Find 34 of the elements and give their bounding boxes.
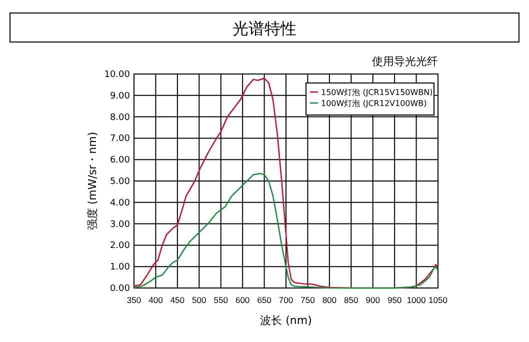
x-tick-label: 350 [126, 295, 142, 305]
y-tick-label: 7.00 [110, 134, 130, 144]
legend-label: 100W灯泡 (JCR12V100WB) [321, 99, 427, 108]
y-tick-label: 10.00 [104, 70, 130, 80]
x-tick-label: 400 [148, 295, 164, 305]
y-tick-label: 6.00 [110, 156, 130, 166]
y-axis-title: 强度 (mW/sr・nm) [86, 132, 99, 230]
x-tick-label: 950 [387, 295, 402, 305]
x-tick-label: 650 [257, 295, 272, 305]
x-tick-label: 850 [344, 295, 359, 305]
x-tick-label: 450 [170, 295, 185, 305]
y-tick-label: 3.00 [110, 220, 130, 230]
x-tick-label: 900 [366, 295, 380, 305]
chart-subtitle: 使用导光光纤 [372, 55, 438, 68]
line-series [133, 78, 439, 289]
y-tick-label: 5.00 [110, 177, 130, 187]
y-tick-label: 4.00 [110, 198, 130, 208]
x-tick-label: 800 [322, 295, 337, 305]
legend-label: 150W灯泡 (JCR15V150WBN) [321, 88, 433, 97]
x-tick-label: 750 [300, 295, 316, 305]
y-tick-label: 1.00 [110, 262, 130, 273]
y-tick-label: 8.00 [110, 112, 130, 123]
x-tick-label: 1000 [406, 295, 426, 305]
y-tick-label: 2.00 [110, 241, 130, 252]
x-tick-label: 600 [235, 295, 250, 305]
chart-title: 光谱特性 [232, 19, 296, 38]
x-tick-label: 700 [278, 295, 294, 305]
x-tick-label: 500 [192, 295, 207, 305]
x-axis-title: 波长 (nm) [260, 314, 312, 327]
x-tick-label: 1050 [428, 295, 448, 305]
y-tick-label: 9.00 [110, 91, 130, 102]
y-tick-label: 0.00 [110, 284, 130, 294]
line-series [133, 172, 439, 289]
x-tick-label: 550 [214, 295, 228, 305]
